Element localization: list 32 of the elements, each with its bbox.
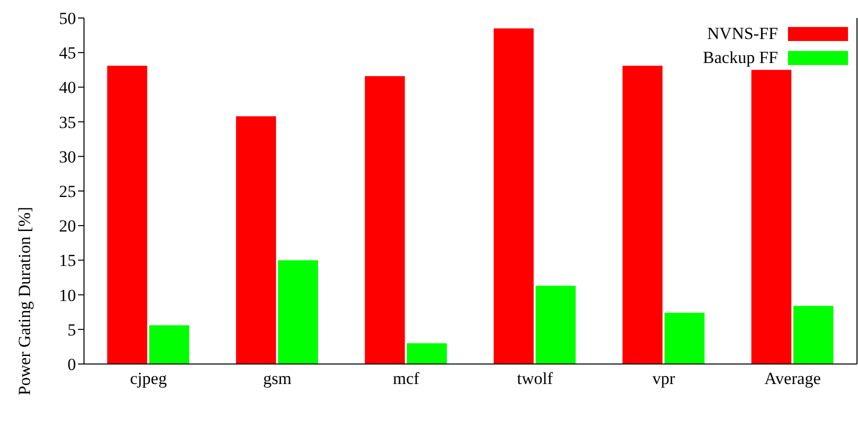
y-tick-label: 30 <box>59 147 76 166</box>
x-tick-label: gsm <box>263 369 292 388</box>
y-tick-label: 0 <box>68 355 76 374</box>
x-tick-label: mcf <box>392 369 420 388</box>
y-tick-label: 15 <box>59 251 76 270</box>
legend-label: Backup FF <box>702 48 778 68</box>
y-tick-label: 20 <box>59 216 76 236</box>
x-tick-label: vpr <box>652 369 676 388</box>
y-tick-label: 45 <box>59 44 76 63</box>
x-tick-label: cjpeg <box>130 369 168 388</box>
bar <box>149 325 190 364</box>
bar <box>751 70 792 364</box>
x-tick-label: Average <box>764 369 821 388</box>
y-tick-label: 40 <box>59 78 76 98</box>
y-tick-label: 50 <box>59 9 76 28</box>
bar <box>494 28 534 364</box>
y-tick-label: 25 <box>59 182 76 202</box>
bar <box>536 286 576 364</box>
bar <box>364 76 405 364</box>
bar <box>236 116 276 364</box>
y-axis-title: Power Gating Duration [%] <box>15 206 34 396</box>
bar <box>107 66 148 364</box>
y-tick-label: 5 <box>68 320 76 340</box>
y-tick-label: 35 <box>59 112 76 132</box>
legend-label: NVNS-FF <box>707 24 778 44</box>
bar <box>793 306 834 364</box>
y-tick-label: 10 <box>59 286 76 305</box>
bar <box>664 312 705 364</box>
bar <box>406 343 447 364</box>
x-tick-label: twolf <box>516 369 554 388</box>
bar <box>278 260 318 364</box>
bar <box>622 66 663 364</box>
